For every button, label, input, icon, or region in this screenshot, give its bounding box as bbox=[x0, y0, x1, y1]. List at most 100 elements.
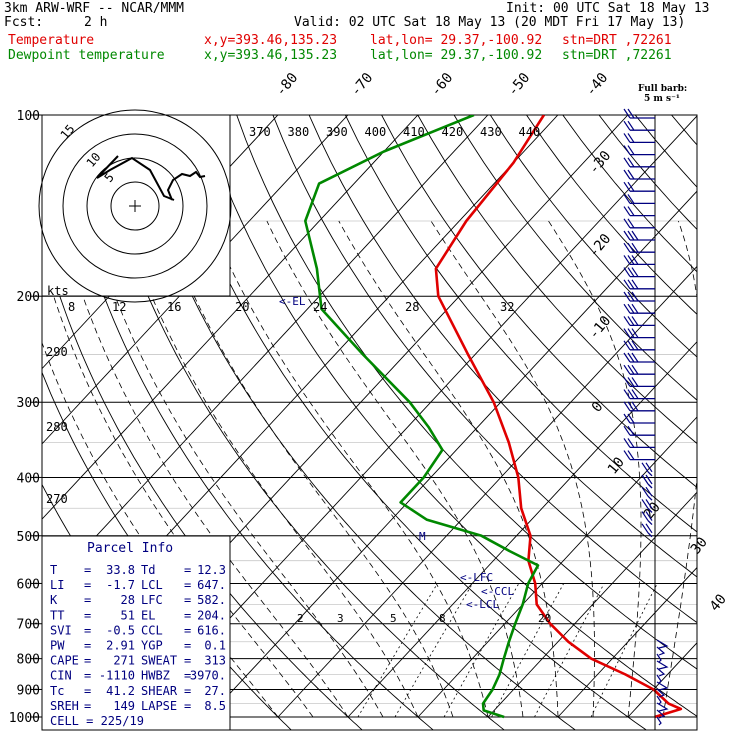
temperature-station: stn=DRT ,72261 bbox=[562, 33, 672, 48]
wind-barb-flag bbox=[627, 377, 635, 387]
hodograph-ring bbox=[110, 181, 160, 231]
wind-barb-flag bbox=[631, 389, 639, 399]
parcel-key: SVI bbox=[50, 623, 72, 637]
wind-barb-flag bbox=[645, 486, 653, 497]
parcel-title: Parcel Info bbox=[87, 541, 173, 556]
parcel-key: K bbox=[50, 593, 58, 607]
wind-barb-flag bbox=[627, 450, 635, 460]
parcel-value: 271 bbox=[113, 654, 135, 668]
pressure-label: 600 bbox=[17, 577, 40, 592]
dry-adiabat bbox=[272, 115, 697, 624]
theta-label: 280 bbox=[46, 420, 68, 434]
pressure-label: 100 bbox=[17, 109, 40, 124]
wind-barb-flag bbox=[627, 279, 635, 290]
parcel-eq: = bbox=[184, 684, 191, 698]
lfc-marker: <-LFC bbox=[460, 571, 493, 584]
wind-barb-flag bbox=[645, 511, 653, 521]
pressure-label: 700 bbox=[17, 618, 40, 633]
hodograph-ring bbox=[62, 133, 208, 279]
isotherm-label: -80 bbox=[273, 70, 302, 100]
el-marker: <-EL bbox=[279, 295, 306, 308]
parcel-key: PW bbox=[50, 639, 65, 653]
isotherm-label: -60 bbox=[428, 70, 457, 100]
parcel-value: 149 bbox=[113, 699, 135, 713]
wind-barb-flag bbox=[623, 108, 631, 119]
parcel-eq: = bbox=[84, 563, 91, 577]
wind-barb-flag bbox=[623, 364, 631, 375]
parcel-value: 51 bbox=[121, 608, 135, 622]
wind-barb-flag bbox=[623, 267, 631, 277]
parcel-eq: = bbox=[184, 699, 191, 713]
wind-barb-flag bbox=[631, 279, 639, 290]
wind-barb-flag bbox=[641, 462, 649, 473]
parcel-eq: = bbox=[84, 699, 91, 713]
wind-barb-flag bbox=[623, 145, 631, 155]
hodograph-trace bbox=[96, 155, 175, 201]
wind-barb-flag bbox=[627, 194, 635, 204]
wind-barb-flag bbox=[631, 230, 639, 241]
wind-barb-flag bbox=[627, 133, 635, 143]
parcel-eq: = bbox=[84, 654, 91, 668]
wind-barb-flag bbox=[623, 316, 631, 326]
theta-label: 270 bbox=[46, 492, 68, 506]
wind-barb bbox=[647, 471, 653, 477]
wind-barb-flag bbox=[623, 181, 631, 192]
forecast-label: Fcst: bbox=[4, 15, 44, 30]
mixing-ratio-line bbox=[491, 583, 565, 718]
wind-barb-flag bbox=[627, 181, 635, 192]
wind-barb-flag bbox=[623, 352, 631, 363]
wind-barb-low bbox=[656, 674, 662, 684]
wind-barb-flag bbox=[627, 364, 635, 375]
plot-frame bbox=[41, 114, 698, 731]
theta-label: 370 bbox=[249, 125, 271, 139]
wind-barb-flag bbox=[631, 352, 639, 363]
pressure-label: 500 bbox=[17, 530, 40, 545]
moist-adiabat bbox=[123, 220, 419, 718]
wind-barb-flag bbox=[623, 438, 631, 448]
wind-barb-flag bbox=[623, 450, 631, 460]
wind-barb-flag bbox=[631, 328, 639, 338]
forecast-hour: 2 h bbox=[84, 15, 108, 30]
parcel-key: EL bbox=[141, 608, 155, 622]
parcel-eq: = bbox=[184, 563, 191, 577]
theta-label: 440 bbox=[519, 125, 541, 139]
wind-barb-flag bbox=[641, 511, 649, 521]
wind-barb-low bbox=[656, 667, 666, 677]
moist-adiabat bbox=[89, 220, 384, 718]
parcel-value: 33.8 bbox=[106, 563, 135, 577]
isotherm-line bbox=[557, 566, 697, 718]
wind-barb-flag bbox=[631, 401, 639, 412]
parcel-eq: = bbox=[84, 623, 91, 637]
moist-adiabat bbox=[430, 220, 595, 718]
wind-barb-flag bbox=[623, 413, 631, 424]
wind-barb-low bbox=[656, 695, 662, 705]
wind-barb-low bbox=[656, 653, 662, 663]
wind-barb-flag bbox=[641, 486, 649, 497]
parcel-key: CAPE bbox=[50, 654, 79, 668]
temperature-profile bbox=[434, 115, 683, 719]
isotherm-label: 0 bbox=[589, 399, 607, 416]
pressure-label: 400 bbox=[17, 471, 40, 486]
moist-adiabat bbox=[162, 220, 454, 718]
moist-adiabat bbox=[266, 220, 524, 718]
parcel-key: SREH bbox=[50, 699, 79, 713]
parcel-key: LAPSE bbox=[141, 699, 177, 713]
wind-barb-flag bbox=[627, 291, 635, 302]
wind-barb-flag bbox=[627, 328, 635, 338]
wind-barb-flag bbox=[645, 499, 653, 509]
wind-barb bbox=[647, 532, 653, 538]
parcel-box-frame bbox=[41, 535, 231, 731]
wind-barb-flag bbox=[627, 425, 635, 436]
dewpoint-location: x,y=393.46,135.23 bbox=[204, 48, 338, 63]
init-time: Init: 00 UTC Sat 18 May 13 bbox=[506, 1, 710, 16]
hodograph-speed-label: 20 bbox=[235, 300, 249, 314]
barb-legend-unit: 5 m s⁻¹ bbox=[644, 94, 680, 104]
dewpoint-station: stn=DRT ,72261 bbox=[562, 48, 672, 63]
model-title: 3km ARW-WRF -- NCAR/MMM bbox=[4, 1, 185, 16]
parcel-value: 2.91 bbox=[106, 639, 135, 653]
isotherm-label: 40 bbox=[707, 591, 730, 614]
wind-barb-low bbox=[656, 716, 662, 726]
parcel-eq: = bbox=[84, 593, 91, 607]
pressure-label: 300 bbox=[17, 396, 40, 411]
parcel-eq: = bbox=[184, 608, 191, 622]
